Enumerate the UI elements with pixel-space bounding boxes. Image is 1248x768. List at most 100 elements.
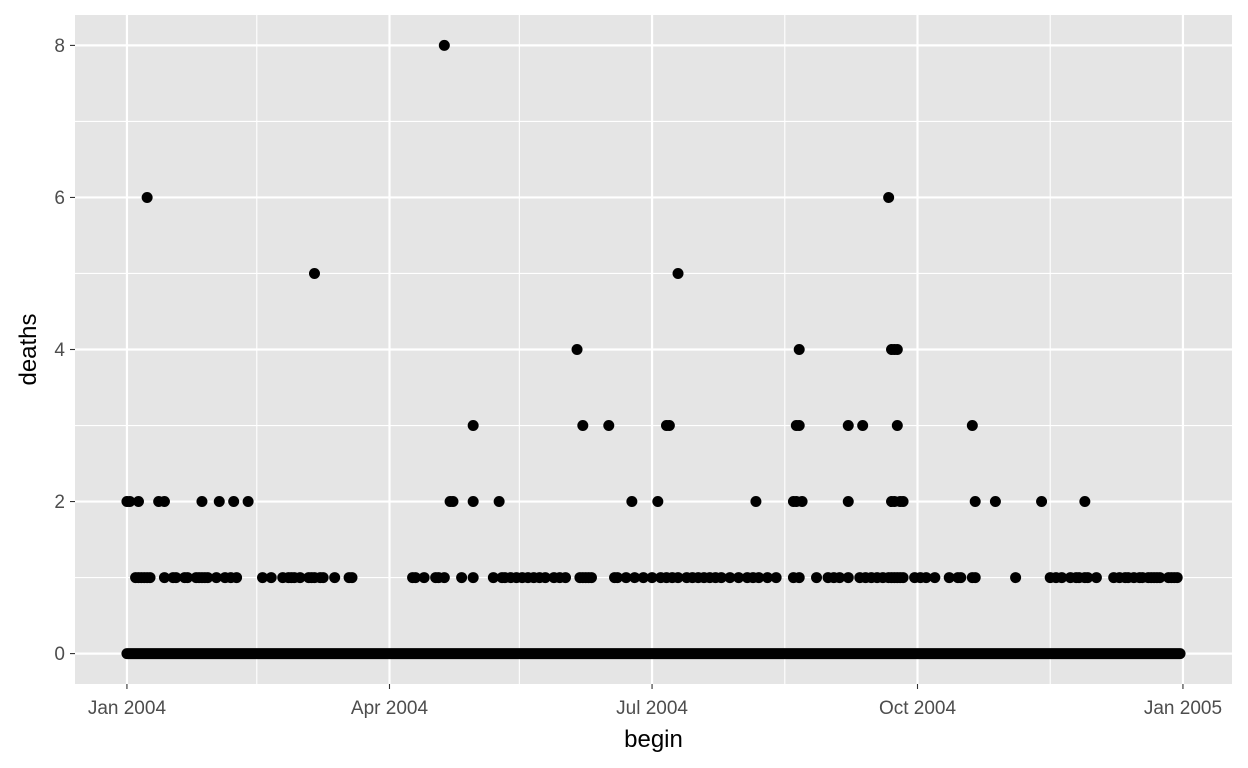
data-point — [891, 344, 903, 355]
data-point — [438, 39, 450, 51]
data-point — [577, 420, 589, 432]
data-point — [1090, 572, 1102, 584]
data-point — [897, 572, 909, 584]
x-tick-label: Jan 2005 — [1144, 698, 1222, 719]
y-tick-label: 6 — [54, 188, 65, 209]
data-point — [1154, 572, 1166, 584]
data-point — [1036, 496, 1048, 508]
data-point — [158, 496, 170, 508]
data-point — [611, 572, 623, 584]
data-point — [834, 572, 846, 584]
y-axis-title: deaths — [15, 313, 42, 385]
data-point — [943, 572, 955, 584]
data-point — [467, 420, 479, 432]
data-point — [620, 572, 632, 584]
data-point — [242, 496, 254, 508]
data-point — [409, 572, 421, 584]
data-point — [672, 572, 684, 584]
data-point — [141, 191, 153, 203]
data-point — [753, 572, 765, 584]
data-point — [559, 572, 571, 584]
y-tick-label: 0 — [54, 644, 65, 665]
data-point — [418, 572, 430, 584]
data-point — [842, 496, 854, 508]
data-point — [585, 572, 597, 584]
data-point — [493, 496, 505, 508]
data-point — [456, 572, 468, 584]
data-point — [132, 496, 144, 508]
data-point — [796, 496, 808, 508]
data-point — [182, 572, 194, 584]
data-point — [265, 572, 277, 584]
data-point — [733, 572, 745, 584]
data-point — [811, 572, 823, 584]
data-point — [1171, 572, 1183, 584]
data-point — [144, 572, 156, 584]
data-point — [539, 572, 551, 584]
data-point — [308, 267, 320, 279]
data-point — [857, 420, 869, 432]
data-point — [652, 496, 664, 508]
data-point — [842, 572, 854, 584]
data-point — [629, 572, 641, 584]
x-tick-label: Jan 2004 — [88, 698, 167, 719]
data-point — [969, 572, 981, 584]
data-point — [1082, 572, 1094, 584]
x-tick-label: Jul 2004 — [616, 698, 688, 719]
data-point — [467, 496, 479, 508]
data-point — [329, 572, 341, 584]
data-point — [317, 572, 329, 584]
data-point — [487, 572, 499, 584]
data-point — [897, 496, 909, 508]
data-point — [793, 420, 805, 432]
data-point — [883, 191, 895, 203]
data-point — [637, 572, 649, 584]
data-point — [793, 344, 805, 355]
y-tick-label: 8 — [54, 36, 65, 57]
data-point — [196, 496, 208, 508]
y-tick-label: 2 — [54, 492, 65, 513]
data-point — [170, 572, 182, 584]
data-point — [158, 572, 170, 584]
data-point — [672, 267, 684, 279]
data-point — [891, 420, 903, 432]
data-points — [121, 39, 1183, 584]
data-point — [1079, 496, 1091, 508]
data-point — [202, 572, 214, 584]
data-point — [231, 572, 243, 584]
x-tick-label: Apr 2004 — [351, 698, 429, 719]
y-axis-ticks: 0 2 4 6 8 — [54, 36, 75, 665]
data-point — [663, 420, 675, 432]
data-point — [447, 496, 459, 508]
x-axis-title: begin — [624, 726, 683, 753]
data-point — [257, 572, 269, 584]
data-point — [571, 344, 583, 355]
data-point — [842, 420, 854, 432]
data-point — [626, 496, 638, 508]
data-point — [228, 496, 240, 508]
data-point — [124, 496, 136, 508]
x-tick-label: Oct 2004 — [879, 698, 957, 719]
data-point — [750, 496, 762, 508]
data-point — [761, 572, 773, 584]
data-point — [294, 572, 306, 584]
y-tick-label: 4 — [54, 340, 65, 361]
data-point — [210, 572, 222, 584]
data-point — [346, 572, 358, 584]
data-point — [724, 572, 736, 584]
data-point — [715, 572, 727, 584]
data-point — [213, 496, 225, 508]
data-point — [438, 572, 450, 584]
data-point — [989, 496, 1001, 508]
data-point — [920, 572, 932, 584]
data-point — [969, 496, 981, 508]
data-point — [1056, 572, 1068, 584]
data-point — [1010, 572, 1022, 584]
x-axis-ticks: Jan 2004 Apr 2004 Jul 2004 Oct 2004 Jan 2005 — [88, 684, 1222, 719]
data-point — [929, 572, 941, 584]
data-point — [793, 572, 805, 584]
data-point — [603, 420, 615, 432]
data-point — [646, 572, 658, 584]
data-point — [955, 572, 967, 584]
